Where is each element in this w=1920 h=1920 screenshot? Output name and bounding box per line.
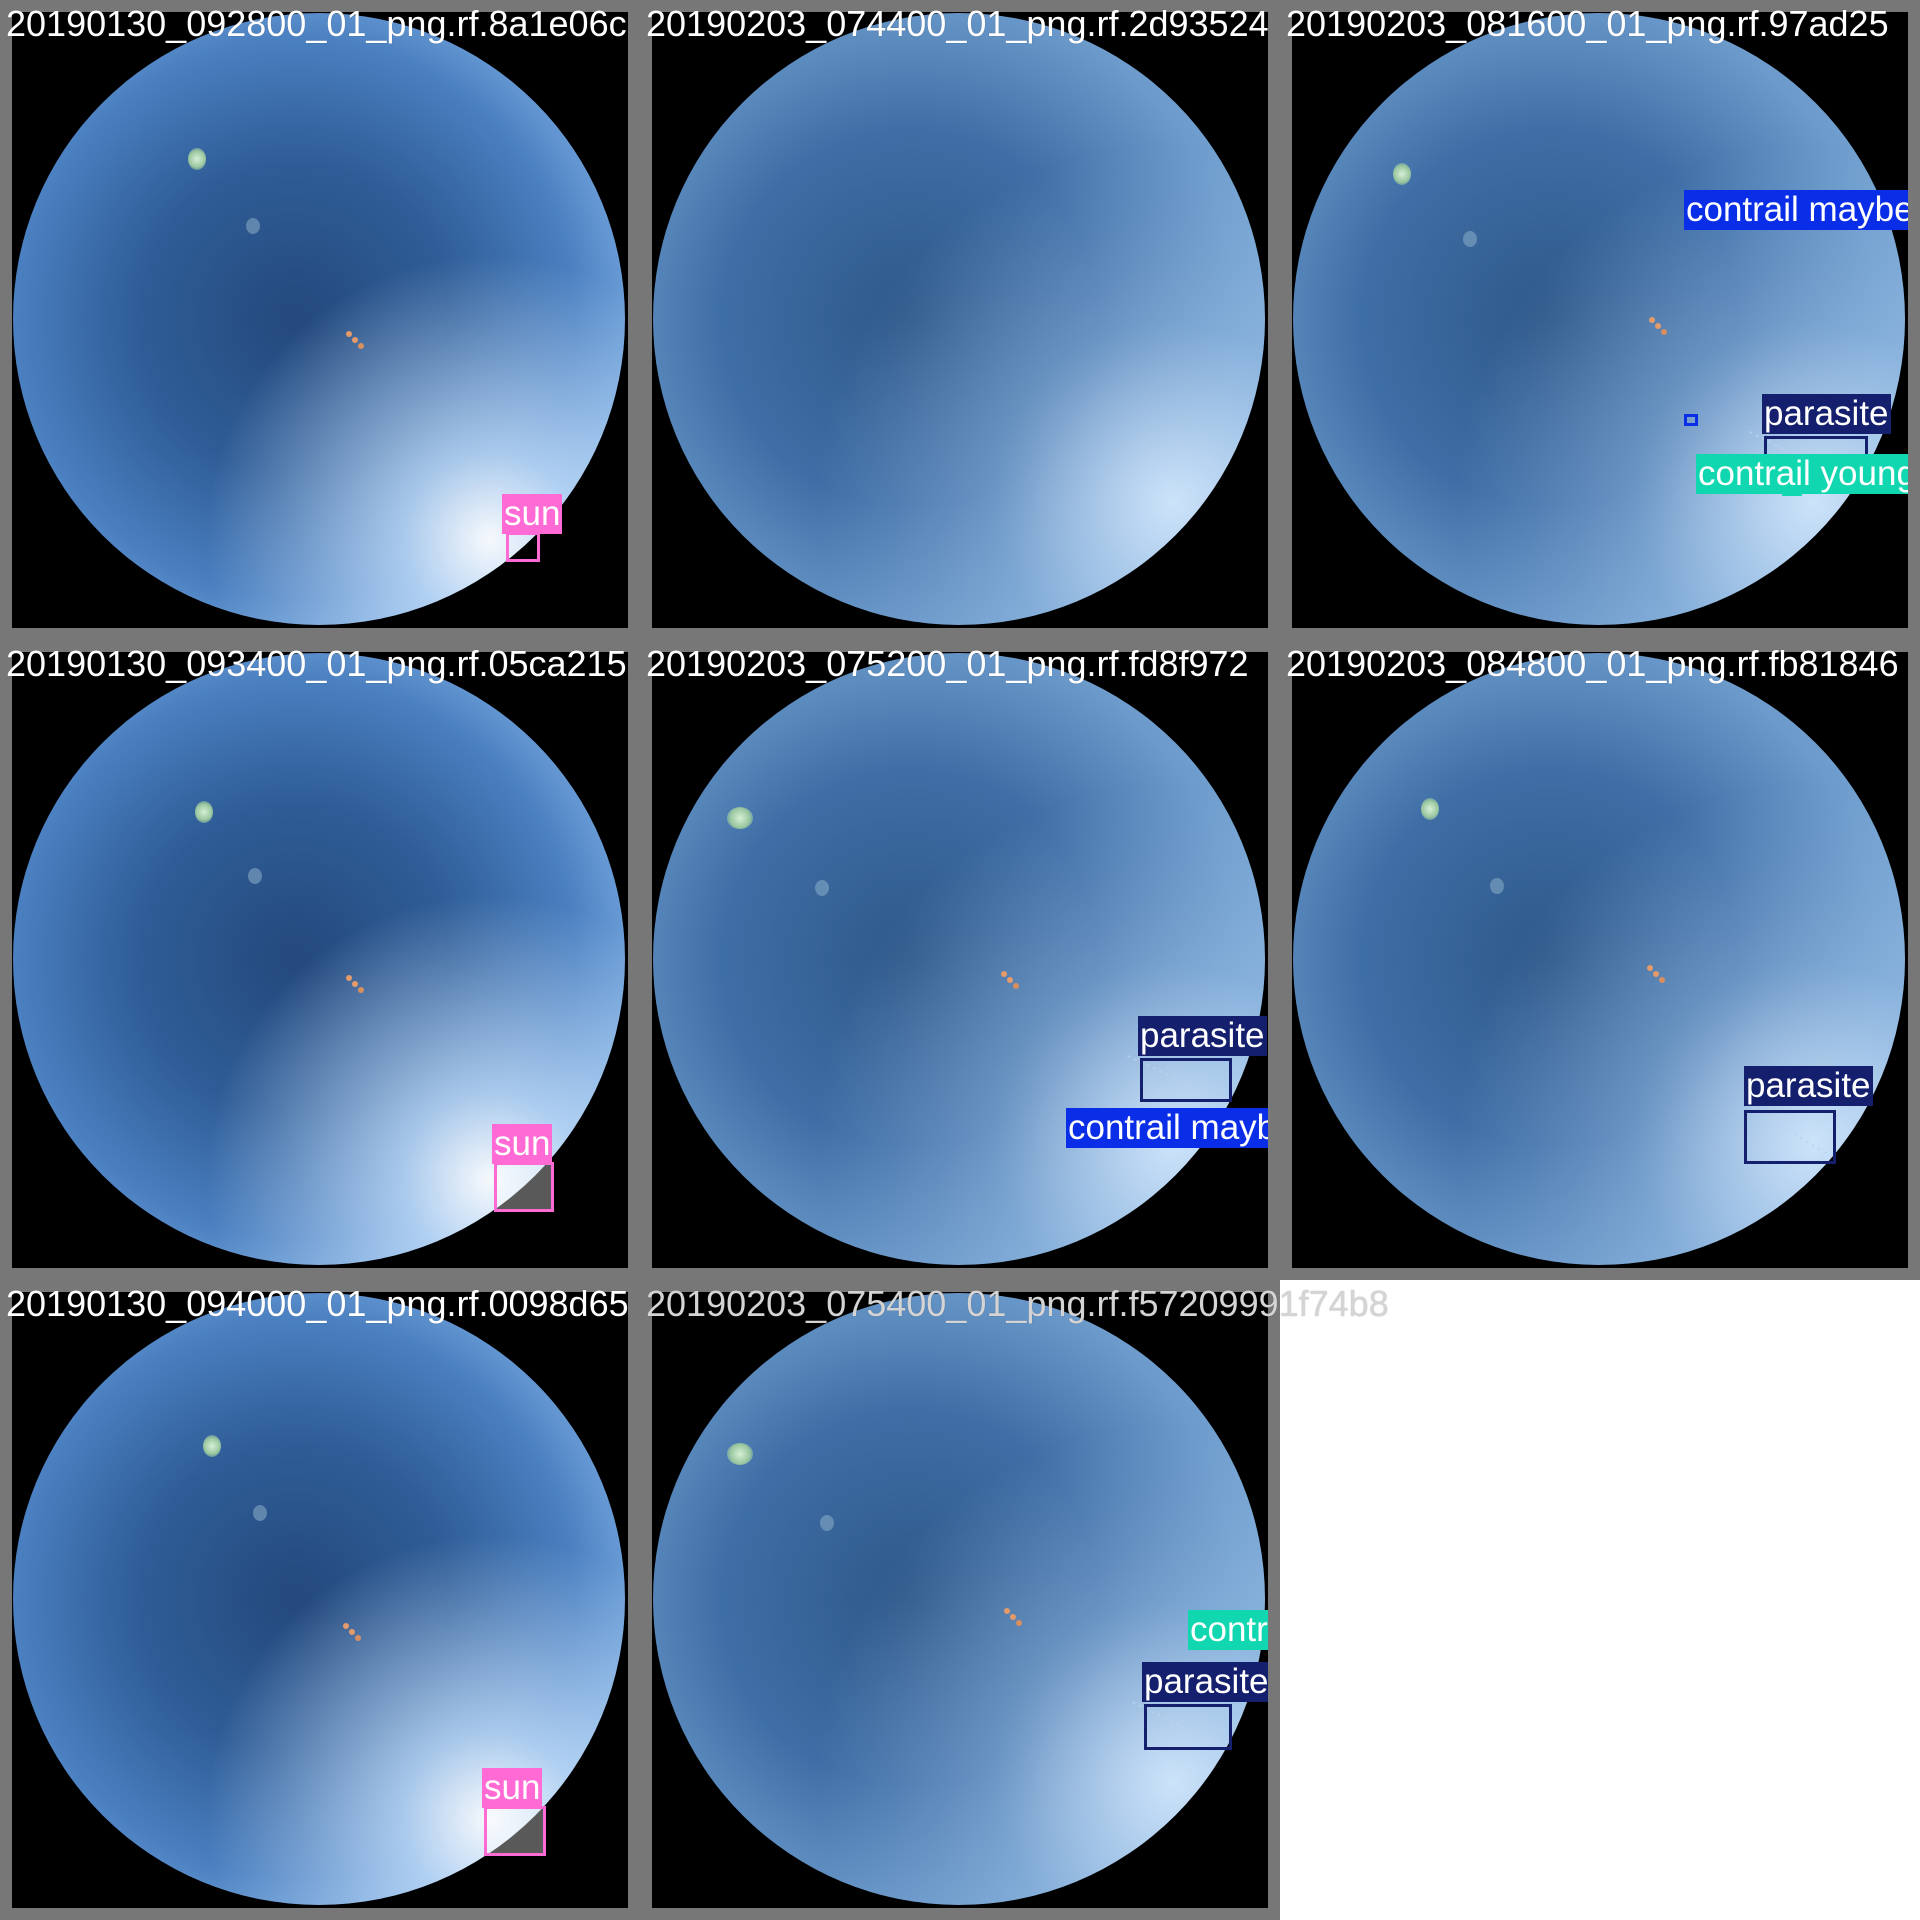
image-filename-caption: 20190203_084800_01_png.rf.fb81846 [1286,643,1899,684]
detection-label-parasite: parasite [1762,394,1891,434]
detection-label-sun: sun [492,1124,553,1164]
lens-flare-small [1490,878,1504,894]
image-tile-8: contrail young parasite [640,1280,1280,1920]
sun-box [506,532,540,562]
aircraft-lights [1001,971,1007,977]
detection-label-sun: sun [502,494,563,534]
lens-flare [727,807,753,829]
parasite-box [1744,1110,1836,1164]
lens-flare-small [253,1505,267,1521]
image-filename-caption: 20190130_093400_01_png.rf.05ca215 [6,643,627,684]
aircraft-lights [1649,317,1655,323]
lens-flare-small [815,880,829,896]
lens-flare [203,1435,221,1457]
sun-box [484,1806,546,1856]
lens-flare [727,1443,753,1465]
lens-flare-small [246,218,260,234]
image-filename-caption: 20190130_094000_01_png.rf.0098d65 [6,1283,629,1324]
aircraft-lights [346,331,352,337]
detection-label-contrail-maybe: contrail maybe [1066,1108,1268,1148]
image-tile-1: sun [0,0,640,640]
aircraft-lights [346,975,352,981]
lens-flare-small [248,868,262,884]
image-tile-4: sun [0,640,640,1280]
image-tile-7: sun [0,1280,640,1920]
sun-box [494,1162,554,1212]
sky-fisheye-image [653,13,1265,625]
aircraft-lights [1004,1608,1010,1614]
parasite-box [1140,1058,1232,1102]
aircraft-lights [343,1623,349,1629]
image-tile-6: parasite [1280,640,1920,1280]
image-tile-2 [640,0,1280,640]
detection-label-parasite: parasite [1142,1662,1269,1702]
sky-fisheye-image [653,1293,1265,1905]
detection-label-sun: sun [482,1768,543,1808]
lens-flare [188,148,206,170]
detection-label-contrail-young: contrail young [1188,1610,1268,1650]
image-filename-caption: 20190203_081600_01_png.rf.97ad25 [1286,3,1889,44]
sky-fisheye-image [653,653,1265,1265]
sky-fisheye-image [1293,13,1905,625]
image-filename-caption: 20190203_075400_01_png.rf.f57209991f74b8 [646,1283,1389,1324]
contrail-maybe-box [1684,414,1698,426]
detection-label-contrail-young: contrail young [1696,454,1916,494]
image-filename-caption: 20190203_074400_01_png.rf.2d93524 [646,3,1269,44]
aircraft-lights [1647,965,1653,971]
detection-label-contrail-maybe: contrail maybe [1684,190,1914,230]
lens-flare [1393,163,1411,185]
parasite-box [1144,1704,1232,1750]
sky-fisheye-image [1293,653,1905,1265]
image-filename-caption: 20190130_092800_01_png.rf.8a1e06c [6,3,627,44]
lens-flare [195,801,213,823]
detection-label-parasite: parasite [1138,1016,1267,1056]
image-filename-caption: 20190203_075200_01_png.rf.fd8f972 [646,643,1249,684]
detection-label-parasite: parasite [1744,1066,1873,1106]
image-tile-5: parasite contrail maybe [640,640,1280,1280]
lens-flare-small [820,1515,834,1531]
lens-flare-small [1463,231,1477,247]
image-tile-3: contrail maybe parasite contrail young [1280,0,1920,640]
lens-flare [1421,798,1439,820]
